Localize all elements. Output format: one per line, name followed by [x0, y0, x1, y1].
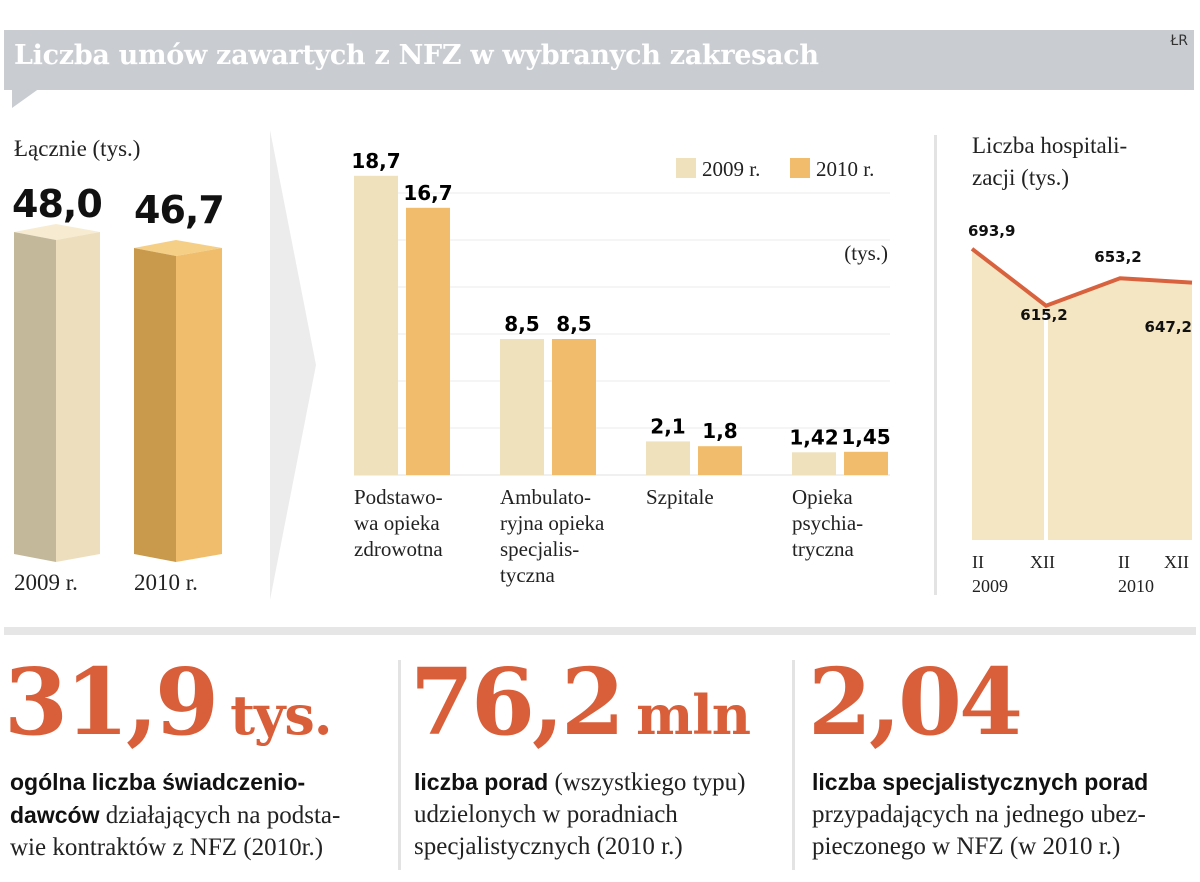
total-x-2010: 2010 r.	[134, 570, 198, 595]
hosp-series: 693,9 615,2 653,2 647,2	[968, 222, 1193, 540]
stat-3-caption: liczba specjalistycznych porad przypadaj…	[812, 766, 1197, 863]
grouped-bar-chart: 18,7 8,5 2,1 1,42 16,7 8,5 1,8 1,45 2009 r. 201…	[351, 149, 891, 476]
bar-2009	[354, 175, 398, 476]
hosp-x-tick-line: II	[1118, 552, 1130, 572]
category-label-line: zdrowotna	[354, 537, 443, 561]
hosp-value-label: 615,2	[1020, 306, 1067, 324]
stat-1-number: 31,9	[4, 648, 219, 756]
bar-value-labels: 18,7 8,5 2,1 1,42 16,7 8,5 1,8 1,45	[351, 149, 890, 449]
hosp-area	[972, 248, 1192, 540]
bars	[354, 175, 888, 476]
bar-2010	[698, 446, 742, 475]
stat-2-caption: liczba porad (wszystkiego typu) udzielon…	[414, 766, 789, 863]
total-2009-value: 48,0	[12, 182, 103, 226]
hosp-title: Liczba hospitali- zacji (tys.)	[972, 130, 1127, 194]
hosp-title-line-2: zacji (tys.)	[972, 165, 1070, 190]
bar-value-label: 1,42	[789, 425, 838, 449]
author-credit: ŁR	[1170, 33, 1188, 49]
total-x-2009: 2009 r.	[14, 570, 78, 595]
stat-3-rest: przypadających na jednego ubez- pieczone…	[812, 801, 1146, 860]
bar-2010	[844, 451, 888, 475]
bar-2009	[646, 441, 690, 475]
hosp-x-tick: II 2010	[1118, 550, 1154, 598]
stat-1-unit: tys.	[230, 683, 333, 747]
category-label: Podstawo-wa opieka zdrowotna	[354, 484, 443, 562]
category-label-line: Szpitale	[646, 485, 714, 509]
chart-title: Liczba umów zawartych z NFZ w wybranych …	[14, 40, 819, 71]
hosp-value-label: 693,9	[968, 222, 1015, 240]
hosp-x-tick-line: XII	[1164, 552, 1189, 572]
bar-value-label: 16,7	[403, 181, 452, 205]
bar-value-label: 2,1	[650, 414, 685, 438]
hosp-x-tick-line: II	[972, 552, 984, 572]
hosp-value-label: 653,2	[1094, 248, 1141, 266]
total-2010-value: 46,7	[134, 188, 225, 232]
stat-3-headline: 2,04	[808, 648, 1023, 756]
category-label-line: wa opieka	[354, 511, 440, 535]
total-bar-2010	[134, 240, 222, 562]
hosp-area-chart: 693,9 615,2 653,2 647,2	[968, 222, 1193, 540]
bar-2009	[792, 452, 836, 475]
stat-1-headline: 31,9 tys.	[4, 648, 333, 756]
legend-swatch-2010	[790, 158, 810, 178]
hosp-x-tick: XII	[1030, 550, 1055, 574]
bar-value-label: 18,7	[351, 149, 400, 173]
hosp-x-tick: XII	[1164, 550, 1189, 574]
bar-2009	[500, 339, 544, 475]
stat-2-unit: mln	[636, 683, 751, 747]
category-label-line: tryczna	[792, 537, 854, 561]
total-bars-3d	[14, 224, 222, 562]
bar-value-label: 8,5	[556, 312, 591, 336]
legend-label-2010: 2010 r.	[816, 157, 874, 181]
category-label-line: Opieka	[792, 485, 853, 509]
panel-divider	[934, 135, 937, 595]
category-label: Opieka psychia-tryczna	[792, 484, 863, 562]
total-label: Łącznie (tys.)	[14, 136, 141, 161]
category-label-line: Ambulato-	[500, 485, 591, 509]
hosp-x-tick: II 2009	[972, 550, 1008, 598]
stat-3-number: 2,04	[808, 648, 1023, 756]
stat-1-bold: ogólna liczba świadczenio- dawców	[10, 769, 306, 828]
stat-divider-1	[398, 660, 401, 870]
stat-2-bold: liczba porad	[414, 769, 549, 795]
hosp-title-line-1: Liczba hospitali-	[972, 133, 1128, 158]
category-label-line: psychia-	[792, 511, 864, 535]
total-bar-2009	[14, 224, 100, 562]
stat-1-caption: ogólna liczba świadczenio- dawców działa…	[10, 766, 395, 864]
legend-swatch-2009	[676, 158, 696, 178]
stat-2-rest: (wszystkiego typu) udzielonych w poradni…	[414, 769, 746, 860]
category-label: Szpitale	[646, 484, 714, 510]
stat-1-rest: działających na podsta- wie kontraktów z…	[10, 802, 341, 861]
category-label-line: specjalis-	[500, 537, 580, 561]
category-label: Ambulato-ryjna opieka specjalis-tyczna	[500, 484, 604, 588]
stat-divider-2	[792, 660, 795, 870]
unit-label: (tys.)	[844, 241, 888, 265]
separator-arrow	[270, 130, 316, 600]
stat-3-bold: liczba specjalistycznych porad	[812, 769, 1149, 795]
hosp-value-label: 647,2	[1145, 318, 1192, 336]
legend-label-2009: 2009 r.	[702, 157, 760, 181]
section-divider	[4, 627, 1196, 635]
stat-2-number: 76,2	[410, 648, 625, 756]
category-label-line: Podstawo-	[354, 485, 443, 509]
category-label-line: ryjna opieka	[500, 511, 605, 535]
bar-value-label: 8,5	[504, 312, 539, 336]
bar-value-label: 1,45	[841, 425, 890, 449]
bar-2010	[406, 207, 450, 476]
bar-value-label: 1,8	[702, 419, 737, 443]
banner-tail	[12, 88, 40, 108]
bar-2010	[552, 339, 596, 475]
title-banner	[4, 30, 1194, 90]
hosp-line	[970, 247, 1193, 308]
hosp-x-tick-line: 2010	[1118, 576, 1154, 596]
category-label-line: tyczna	[500, 563, 555, 587]
stat-2-headline: 76,2 mln	[410, 648, 751, 756]
hosp-x-tick-line: 2009	[972, 576, 1008, 596]
hosp-x-tick-line: XII	[1030, 552, 1055, 572]
